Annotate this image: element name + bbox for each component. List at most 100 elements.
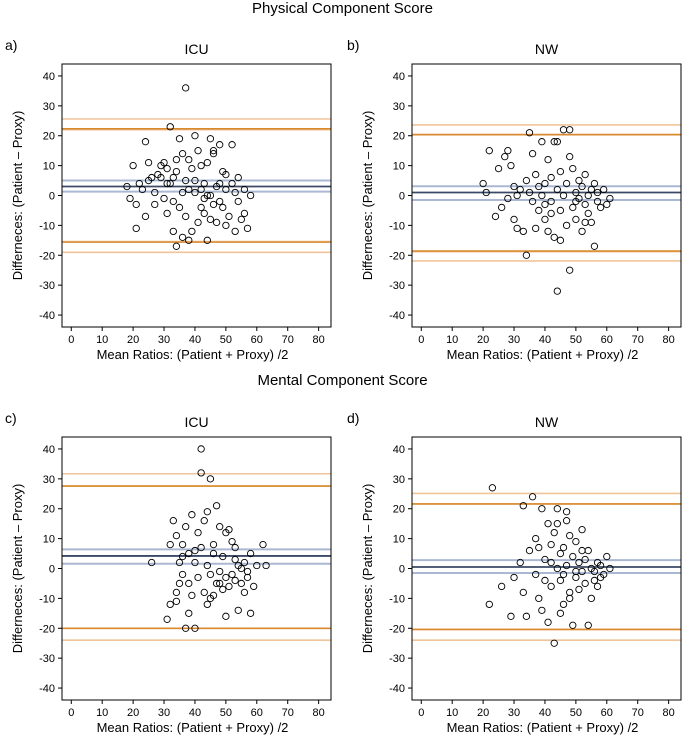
x-tick-label: 40	[189, 334, 201, 346]
data-point	[178, 233, 187, 241]
y-tick-label: 0	[399, 564, 405, 576]
data-point	[522, 251, 531, 259]
data-point	[172, 242, 181, 250]
data-point	[231, 576, 239, 585]
data-point	[219, 203, 227, 212]
data-point	[553, 564, 561, 573]
data-point	[590, 567, 599, 576]
data-point	[525, 188, 534, 197]
data-point	[197, 203, 205, 212]
data-point	[562, 221, 571, 230]
data-point	[501, 152, 509, 161]
data-point	[559, 570, 568, 579]
data-point	[175, 558, 184, 567]
panel-letter-d: d)	[347, 410, 360, 426]
data-point	[593, 197, 602, 206]
x-tick-label: 0	[68, 707, 74, 719]
data-point	[175, 203, 184, 212]
data-point	[566, 594, 574, 603]
data-point	[209, 200, 218, 209]
y-tick-label: 0	[49, 191, 55, 203]
data-point	[556, 576, 565, 585]
data-point	[584, 209, 592, 218]
data-point	[185, 609, 193, 617]
data-point	[550, 233, 558, 241]
data-point	[575, 558, 583, 567]
data-point	[216, 179, 224, 188]
data-point	[148, 173, 156, 182]
x-tick-label: 60	[601, 707, 613, 719]
data-point	[562, 508, 571, 516]
data-point	[178, 150, 187, 158]
data-point	[541, 576, 549, 585]
data-point	[237, 564, 245, 573]
data-point	[566, 588, 574, 597]
data-point	[216, 197, 224, 206]
y-tick-label: -30	[39, 280, 55, 292]
y-tick-label: -40	[389, 683, 405, 695]
data-point	[182, 212, 190, 221]
data-point	[575, 176, 583, 185]
data-point	[209, 147, 218, 155]
data-point	[507, 612, 515, 620]
data-point	[197, 469, 205, 477]
data-point	[538, 191, 546, 200]
data-point	[535, 182, 543, 191]
data-point	[141, 212, 150, 221]
x-tick-label: 80	[663, 707, 675, 719]
section-title-mental: Mental Component Score	[257, 372, 428, 389]
data-point	[222, 573, 230, 582]
data-point	[566, 152, 574, 161]
y-tick-label: 40	[393, 71, 405, 83]
x-tick-label: 70	[632, 707, 644, 719]
data-point	[522, 176, 531, 185]
data-point	[581, 555, 589, 564]
data-point	[240, 209, 249, 218]
data-point	[188, 164, 196, 173]
y-axis-label: Differneces: (Patient – Proxy)	[360, 111, 375, 281]
data-point	[572, 567, 580, 576]
x-tick-label: 50	[220, 334, 232, 346]
data-point	[216, 141, 224, 149]
x-tick-label: 40	[539, 707, 551, 719]
data-point	[578, 182, 586, 191]
data-point	[538, 138, 546, 146]
data-point	[231, 188, 239, 197]
data-point	[250, 582, 258, 591]
data-point	[234, 606, 242, 614]
data-point	[182, 176, 190, 185]
data-point	[519, 588, 527, 597]
data-point	[216, 567, 224, 576]
x-tick-label: 20	[477, 334, 489, 346]
data-point	[516, 558, 524, 567]
y-tick-label: 10	[43, 161, 55, 173]
data-point	[160, 194, 168, 203]
data-point	[231, 555, 239, 564]
data-point	[600, 185, 608, 194]
x-tick-label: 0	[418, 707, 424, 719]
y-tick-label: -30	[389, 280, 405, 292]
data-point	[593, 188, 602, 197]
data-point	[178, 540, 187, 549]
data-point	[556, 167, 565, 176]
data-point	[569, 621, 577, 629]
data-point	[191, 176, 199, 185]
data-point	[566, 531, 574, 540]
y-tick-label: 0	[49, 564, 55, 576]
x-tick-label: 60	[251, 707, 263, 719]
y-tick-label: 0	[399, 191, 405, 203]
data-point	[172, 167, 181, 176]
data-point	[572, 197, 580, 206]
data-point	[237, 215, 245, 224]
data-point	[228, 570, 236, 579]
data-point	[216, 523, 224, 531]
data-point	[228, 537, 236, 546]
data-point	[504, 194, 512, 203]
data-point	[538, 606, 546, 614]
data-point	[166, 179, 174, 188]
x-tick-label: 30	[508, 707, 520, 719]
data-point	[243, 567, 252, 576]
data-point	[590, 179, 599, 188]
data-point	[587, 185, 595, 194]
y-tick-label: -10	[39, 220, 55, 232]
